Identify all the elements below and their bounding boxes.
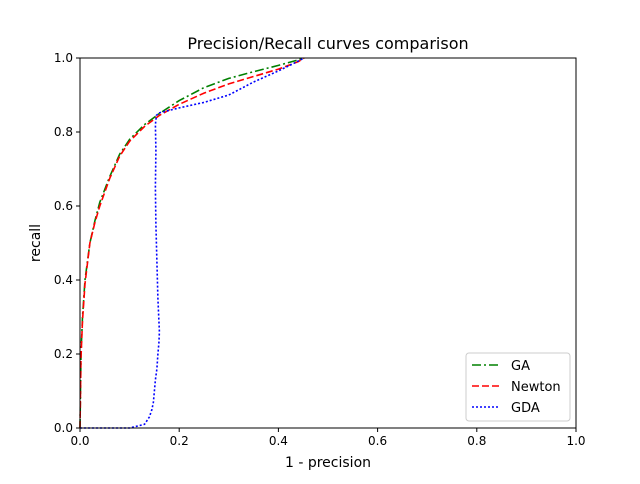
series-line-newton [79,57,305,429]
legend-label-gda: GDA [511,401,540,416]
series-layer [79,57,305,429]
y-tick-label: 0.6 [54,199,73,213]
x-tick-label: 1.0 [566,434,585,448]
series-line-ga [79,57,305,429]
x-axis-ticks: 0.0 0.2 0.4 0.6 0.8 1.0 [70,428,586,448]
y-tick-label: 0.2 [54,347,73,361]
x-tick-label: 0.2 [170,434,189,448]
plot-frame [79,57,577,429]
legend-box [465,352,571,422]
legend: GA Newton GDA [465,352,571,422]
y-tick-label: 1.0 [54,51,73,65]
chart-title: Precision/Recall curves comparison [187,34,468,53]
legend-label-ga: GA [511,359,530,374]
y-axis-label: recall [28,224,44,262]
series-line-gda [80,57,305,429]
x-tick-label: 0.0 [70,434,89,448]
y-tick-label: 0.0 [54,421,73,435]
legend-label-newton: Newton [511,380,561,395]
y-axis-ticks: 0.0 0.2 0.4 0.6 0.8 1.0 [54,51,80,435]
x-tick-label: 0.4 [269,434,288,448]
x-tick-label: 0.6 [368,434,387,448]
y-tick-label: 0.4 [54,273,73,287]
x-axis-label: 1 - precision [285,455,371,471]
y-tick-label: 0.8 [54,125,73,139]
x-tick-label: 0.8 [467,434,486,448]
